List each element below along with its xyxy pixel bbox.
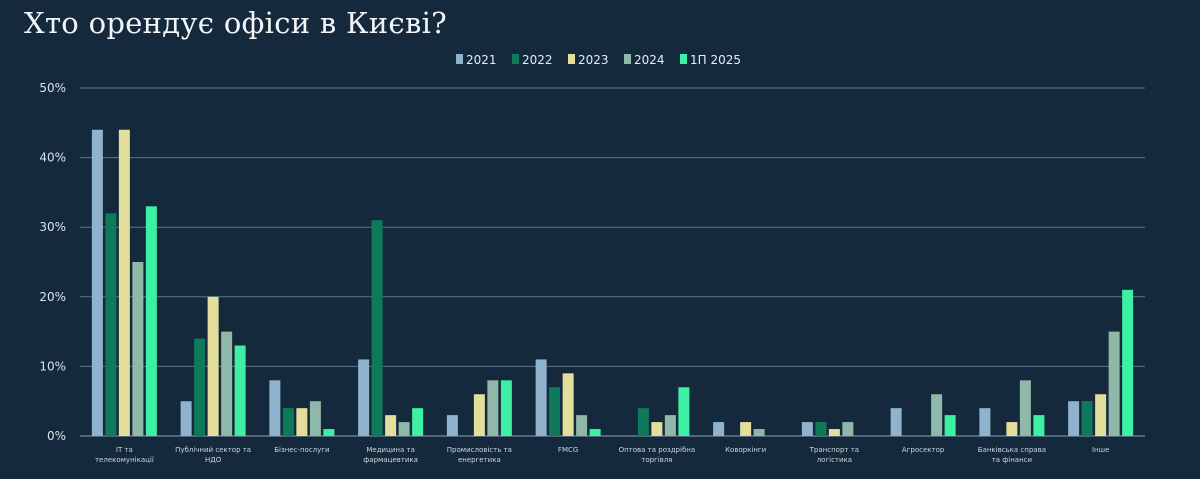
bar xyxy=(269,380,281,436)
bar xyxy=(91,129,103,436)
bar xyxy=(1068,401,1080,436)
legend-swatch xyxy=(624,54,631,64)
bar xyxy=(180,401,192,436)
legend-swatch xyxy=(680,54,687,64)
bar xyxy=(1122,289,1134,436)
bar xyxy=(535,359,547,436)
bar xyxy=(664,415,676,436)
y-tick-label: 50% xyxy=(39,81,66,95)
bar xyxy=(1006,422,1018,436)
bar xyxy=(931,394,943,436)
bar xyxy=(385,415,397,436)
bar xyxy=(1033,415,1045,436)
bar xyxy=(562,373,574,436)
bar xyxy=(753,429,765,436)
x-category-label: Оптова та роздрібна торгівля xyxy=(619,446,696,464)
x-category-label: Коворкінги xyxy=(725,446,766,454)
bar xyxy=(979,408,991,436)
bar xyxy=(576,415,588,436)
x-category-label: Бізнес-послуги xyxy=(274,446,329,454)
bar xyxy=(282,408,294,436)
bar xyxy=(105,213,117,436)
bar xyxy=(828,429,840,436)
bar xyxy=(815,422,827,436)
bar xyxy=(371,220,383,436)
legend-label: 1П 2025 xyxy=(690,53,741,67)
bar xyxy=(500,380,512,436)
bar xyxy=(740,422,752,436)
y-tick-label: 10% xyxy=(39,359,66,373)
x-category-label: Банківська справа та фінанси xyxy=(978,446,1046,464)
y-tick-label: 20% xyxy=(39,290,66,304)
bar xyxy=(118,129,130,436)
bar xyxy=(221,331,233,436)
legend-label: 2021 xyxy=(466,53,497,67)
bar xyxy=(1081,401,1093,436)
bar xyxy=(323,429,335,436)
bar xyxy=(398,422,410,436)
x-category-label: Інше xyxy=(1092,446,1109,454)
legend-swatch xyxy=(456,54,463,64)
y-tick-label: 0% xyxy=(47,429,66,443)
bar xyxy=(194,338,206,436)
bar xyxy=(309,401,321,436)
chart-title: Хто орендує офіси в Києві? xyxy=(24,6,447,40)
bar xyxy=(132,262,144,436)
legend-label: 2022 xyxy=(522,53,553,67)
bar xyxy=(487,380,499,436)
bar xyxy=(412,408,424,436)
bar xyxy=(1095,394,1107,436)
bar xyxy=(890,408,902,436)
bar xyxy=(145,206,157,436)
y-tick-label: 40% xyxy=(39,151,66,165)
bar xyxy=(549,387,561,436)
y-tick-label: 30% xyxy=(39,220,66,234)
x-category-label: Транспорт та логістика xyxy=(809,446,859,464)
legend-swatch xyxy=(568,54,575,64)
bar xyxy=(296,408,308,436)
bar xyxy=(473,394,485,436)
legend-label: 2024 xyxy=(634,53,665,67)
bar xyxy=(207,296,219,436)
x-category-label: Агросектор xyxy=(902,446,945,454)
bar xyxy=(234,345,246,436)
legend-swatch xyxy=(512,54,519,64)
bar xyxy=(651,422,663,436)
bar xyxy=(944,415,956,436)
bar xyxy=(801,422,813,436)
x-category-label: Медицина та фармацевтика xyxy=(363,446,418,464)
bar xyxy=(446,415,458,436)
bar xyxy=(678,387,690,436)
x-category-label: ІТ та телекомунікації xyxy=(95,446,154,464)
bar xyxy=(1108,331,1120,436)
bar xyxy=(1019,380,1031,436)
bar xyxy=(358,359,370,436)
bar xyxy=(589,429,601,436)
legend-label: 2023 xyxy=(578,53,609,67)
x-category-label: Публічний сектор та НДО xyxy=(175,446,251,464)
x-category-label: FMCG xyxy=(558,446,578,454)
bar xyxy=(842,422,854,436)
bar xyxy=(713,422,725,436)
bar xyxy=(637,408,649,436)
x-category-label: Промисловість та енергетика xyxy=(447,446,512,464)
